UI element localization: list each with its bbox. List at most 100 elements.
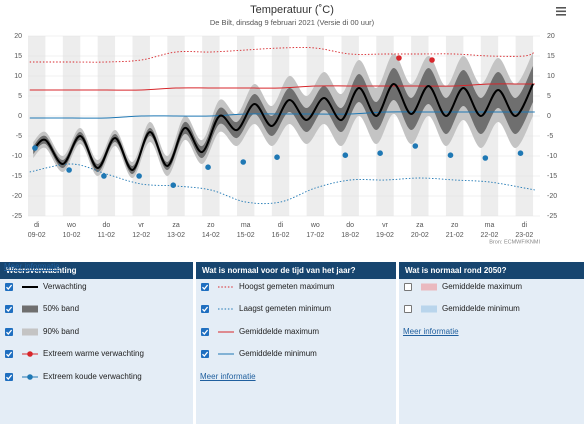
x-weekday-label: di bbox=[278, 222, 284, 229]
checkmark bbox=[202, 329, 209, 335]
checkmark bbox=[6, 351, 13, 357]
legend-swatch bbox=[22, 305, 38, 313]
legend-label: Verwachting bbox=[43, 282, 87, 291]
extreme-point bbox=[274, 154, 280, 160]
series-line bbox=[32, 83, 534, 171]
x-weekday-label: ma bbox=[485, 222, 495, 229]
checkbox[interactable] bbox=[5, 283, 13, 291]
y-tick-label-right: 10 bbox=[547, 73, 555, 80]
panel-header: Wat is normaal voor de tijd van het jaar… bbox=[196, 262, 396, 279]
extreme-point bbox=[240, 159, 247, 165]
legend-item: 50% band bbox=[0, 303, 193, 315]
checkbox[interactable] bbox=[201, 305, 209, 313]
checkbox[interactable] bbox=[201, 283, 209, 291]
checkmark bbox=[202, 351, 209, 357]
y-tick-label: -25 bbox=[12, 213, 22, 220]
extreme-point bbox=[66, 167, 72, 173]
legend-item: Verwachting bbox=[0, 281, 193, 293]
x-tick-label: 10-02 bbox=[63, 232, 81, 239]
checkbox[interactable] bbox=[201, 328, 209, 336]
legend-item: Laagst gemeten minimum bbox=[196, 303, 396, 315]
day-stripe bbox=[62, 36, 81, 216]
checkbox[interactable] bbox=[404, 305, 412, 313]
x-tick-label: 23-02 bbox=[515, 232, 533, 239]
legend-item: Gemiddelde minimum bbox=[399, 303, 584, 315]
source: Bron: ECMWF/KNMI bbox=[489, 239, 540, 245]
x-weekday-label: vr bbox=[138, 222, 145, 229]
swatch-mark bbox=[421, 283, 437, 291]
checkmark bbox=[6, 329, 13, 335]
more-info-link[interactable]: Meer informatie bbox=[403, 327, 459, 336]
x-weekday-label: di bbox=[522, 222, 528, 229]
day-stripe bbox=[28, 36, 46, 216]
y-tick-label-right: 5 bbox=[547, 93, 551, 100]
y-tick-label-right: -10 bbox=[547, 153, 557, 160]
checkbox[interactable] bbox=[201, 350, 209, 358]
panel-header: Wat is normaal rond 2050? bbox=[399, 262, 584, 279]
x-weekday-label: zo bbox=[207, 222, 215, 229]
extreme-point bbox=[170, 182, 177, 188]
y-tick-label: -10 bbox=[12, 153, 22, 160]
extreme-point bbox=[412, 143, 419, 149]
legend-swatch bbox=[22, 328, 38, 336]
y-tick-label: 5 bbox=[18, 93, 22, 100]
legend-item: Gemiddelde maximum bbox=[196, 326, 396, 338]
check bbox=[6, 306, 13, 312]
y-tick-label-right: -25 bbox=[547, 213, 557, 220]
x-tick-label: 20-02 bbox=[411, 232, 429, 239]
x-weekday-label: za bbox=[416, 222, 424, 229]
y-tick-label-right: -15 bbox=[547, 173, 557, 180]
menu-bar bbox=[556, 7, 566, 9]
legend-label: Gemiddelde minimum bbox=[239, 349, 317, 358]
extreme-point bbox=[482, 155, 489, 161]
extreme-point bbox=[32, 145, 38, 151]
more-info-link[interactable]: Meer informatie bbox=[4, 262, 60, 271]
check bbox=[202, 351, 209, 357]
legend-label: Extreem warme verwachting bbox=[43, 349, 144, 358]
x-weekday-label: wo bbox=[310, 222, 320, 229]
y-tick-label: -5 bbox=[16, 133, 22, 140]
legend-label: Gemiddelde maximum bbox=[442, 282, 523, 291]
checkbox[interactable] bbox=[5, 373, 13, 381]
checkbox[interactable] bbox=[5, 350, 13, 358]
checkbox[interactable] bbox=[404, 283, 412, 291]
more-info-link[interactable]: Meer informatie bbox=[200, 372, 256, 381]
x-weekday-label: wo bbox=[66, 222, 76, 229]
legend-label: Hoogst gemeten maximum bbox=[239, 282, 335, 291]
legend-swatch bbox=[218, 308, 234, 310]
series-line bbox=[29, 83, 535, 91]
x-tick-label: 09-02 bbox=[28, 232, 46, 239]
legend-item: Extreem warme verwachting bbox=[0, 348, 193, 360]
extreme-point bbox=[429, 57, 435, 63]
series-line bbox=[29, 111, 535, 119]
menu-bar bbox=[556, 10, 566, 13]
x-tick-label: 13-02 bbox=[167, 232, 185, 239]
x-tick-label: 11-02 bbox=[98, 232, 115, 239]
x-tick-label: 14-02 bbox=[202, 232, 220, 239]
x-weekday-label: zo bbox=[451, 222, 459, 229]
legend-label: 50% band bbox=[43, 304, 80, 313]
menu-bar bbox=[556, 14, 566, 16]
menu-button[interactable] bbox=[554, 5, 568, 17]
extreme-point bbox=[136, 173, 142, 179]
legend-item: Gemiddelde maximum bbox=[399, 281, 584, 293]
y-tick-label: 0 bbox=[18, 113, 22, 120]
checkmark bbox=[6, 284, 13, 290]
checkbox[interactable] bbox=[5, 328, 13, 336]
legend-swatch bbox=[421, 283, 437, 291]
y-tick-label-right: -20 bbox=[547, 193, 557, 200]
legend-item: Gemiddelde minimum bbox=[196, 348, 396, 360]
series-line bbox=[29, 163, 535, 205]
x-weekday-label: za bbox=[172, 222, 180, 229]
swatch-mark bbox=[22, 328, 38, 336]
check bbox=[6, 374, 13, 380]
y-tick-label-right: 20 bbox=[547, 33, 555, 40]
legend-swatch bbox=[22, 374, 38, 380]
swatch-mark bbox=[27, 374, 33, 380]
checkmark bbox=[6, 306, 13, 312]
legend-label: 90% band bbox=[43, 327, 80, 336]
check bbox=[202, 284, 209, 290]
y-tick-label-right: -5 bbox=[547, 133, 553, 140]
checkbox[interactable] bbox=[5, 305, 13, 313]
legend-label: Extreem koude verwachting bbox=[43, 372, 142, 381]
